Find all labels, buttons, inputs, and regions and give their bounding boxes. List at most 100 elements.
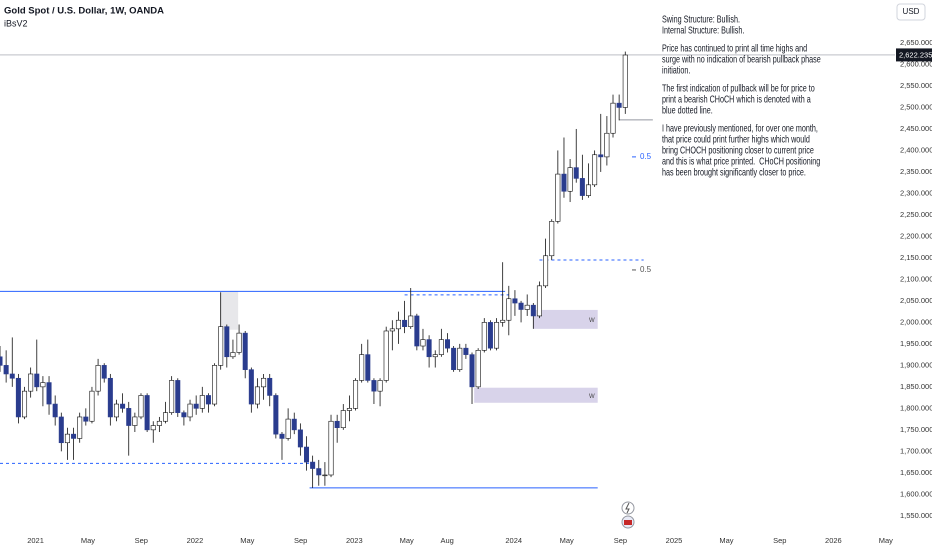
candle-body — [395, 319, 401, 330]
candle-body — [113, 403, 119, 418]
candle-body — [95, 365, 101, 392]
candle-body — [212, 365, 218, 405]
y-tick-label: 1,750.000 — [900, 425, 932, 434]
candle-body — [291, 418, 297, 431]
indicator-name: iBsV2 — [4, 18, 28, 28]
candle-body — [377, 380, 383, 392]
candle-body — [15, 377, 21, 418]
flag-icon-glyph — [624, 520, 632, 525]
event-icon[interactable] — [621, 501, 635, 515]
x-tick-label: 2023 — [346, 536, 363, 545]
currency[interactable]: USD — [903, 7, 920, 16]
candle-body — [451, 347, 457, 370]
candle-body — [530, 304, 536, 317]
candle-body — [199, 395, 205, 409]
event-icon-glyph — [625, 502, 630, 514]
candle-body — [322, 474, 328, 477]
y-tick-label: 2,250.000 — [900, 210, 932, 219]
x-tick-label: May — [400, 536, 414, 545]
candle-body — [254, 386, 260, 405]
y-tick-label: 2,350.000 — [900, 167, 932, 176]
candles — [0, 51, 628, 488]
candle-body — [475, 350, 481, 388]
candle-body — [181, 412, 187, 418]
candle-body — [163, 412, 169, 422]
x-tick-label: May — [240, 536, 254, 545]
candle-body — [101, 365, 107, 379]
note-line: initiation. — [662, 64, 690, 75]
candle-body — [549, 221, 555, 257]
candle-body — [334, 420, 340, 428]
candle-body — [64, 433, 70, 444]
y-tick-label: 1,800.000 — [900, 403, 932, 412]
x-tick-label: Aug — [441, 536, 454, 545]
candle-body — [58, 416, 64, 444]
candle-body — [598, 154, 604, 158]
x-tick-label: May — [560, 536, 574, 545]
y-tick-label: 2,400.000 — [900, 145, 932, 154]
y-tick-label: 2,200.000 — [900, 231, 932, 240]
candle-body — [187, 403, 193, 418]
y-tick-label: 1,850.000 — [900, 382, 932, 391]
candle-body — [579, 178, 585, 196]
candle-body — [144, 395, 150, 431]
note-line: Internal Structure: Bullish. — [662, 24, 744, 35]
candle-body — [604, 132, 610, 158]
candle-body — [414, 315, 420, 347]
candle-body — [46, 382, 52, 405]
zone-label: W — [589, 394, 595, 400]
candle-body — [224, 326, 230, 358]
candle-body — [34, 373, 40, 388]
candle-body — [3, 365, 9, 375]
candle-body — [481, 322, 487, 351]
candle-body — [444, 339, 451, 349]
candle-body — [273, 395, 279, 435]
note-line: I have previously mentioned, for over on… — [662, 122, 818, 133]
candle-body — [9, 373, 15, 379]
candle-body — [248, 369, 254, 405]
x-tick-label: 2026 — [825, 536, 842, 545]
candle-body — [506, 298, 512, 321]
candle-body — [242, 332, 248, 370]
candle-body — [359, 354, 365, 381]
y-tick-label: 2,650.000 — [900, 38, 932, 47]
candle-body — [28, 373, 34, 392]
candle-body — [0, 356, 3, 366]
chart-title: Gold Spot / U.S. Dollar, 1W, OANDA — [4, 6, 164, 17]
candle-body — [365, 354, 371, 381]
candle-body — [107, 377, 113, 418]
x-tick-label: 2024 — [505, 536, 522, 545]
candle-body — [156, 420, 162, 426]
candle-body — [616, 102, 622, 108]
candle-body — [457, 347, 463, 370]
candle-body — [71, 433, 77, 439]
candle-body — [316, 468, 322, 476]
candle-body — [138, 395, 144, 418]
candle-body — [89, 390, 95, 422]
candle-body — [205, 395, 211, 405]
candle-body — [230, 352, 236, 358]
candle-body — [426, 339, 432, 358]
note-line: Swing Structure: Bullish. — [662, 13, 740, 24]
candle-body — [77, 416, 83, 439]
y-tick-label: 2,450.000 — [900, 124, 932, 133]
candle-body — [518, 302, 524, 310]
candle-body — [261, 377, 267, 388]
y-tick-label: 2,550.000 — [900, 81, 932, 90]
candle-body — [585, 184, 592, 196]
candle-body — [22, 390, 28, 418]
y-tick-label: 2,300.000 — [900, 188, 932, 197]
y-tick-label: 1,550.000 — [900, 511, 932, 520]
note-line: has been brought significantly closer to… — [662, 166, 806, 177]
candle-body — [383, 330, 389, 381]
y-tick-label: 2,600.000 — [900, 59, 932, 68]
currency-box[interactable] — [896, 3, 926, 21]
candle-body — [132, 416, 138, 426]
candle-body — [236, 332, 242, 353]
x-tick-label: 2022 — [187, 536, 204, 545]
candle-body — [555, 173, 561, 222]
candle-body — [52, 403, 58, 418]
note-line: The first indication of pullback will be… — [662, 82, 815, 93]
